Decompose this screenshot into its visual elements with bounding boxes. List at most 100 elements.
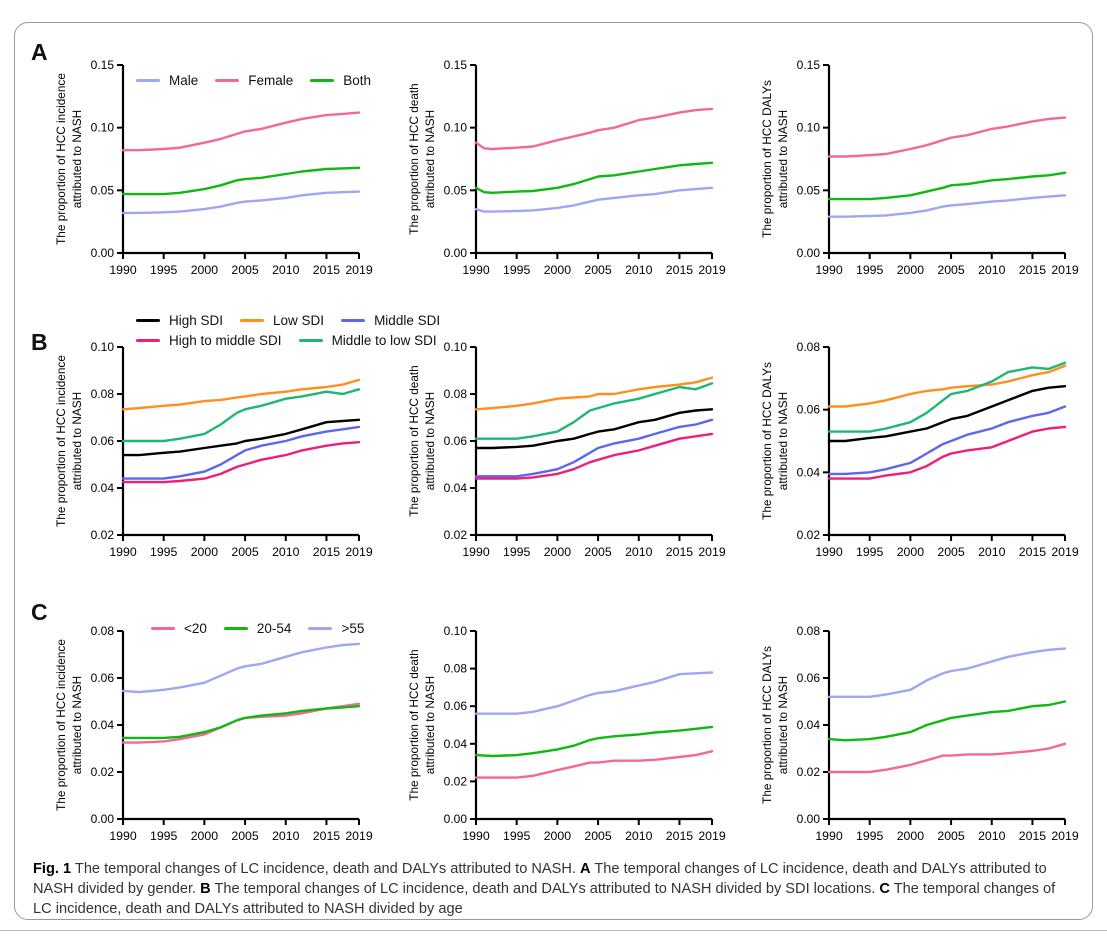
x-tick-label: 1995 xyxy=(503,545,531,559)
panel-a-row: The proportion of HCC incidence attribute… xyxy=(23,37,1089,304)
legend-line-swatch xyxy=(308,627,333,630)
x-tick-label: 2019 xyxy=(345,545,373,559)
x-tick-label: 2010 xyxy=(272,263,300,277)
series-line--55 xyxy=(121,642,361,694)
y-tick-label: 0.02 xyxy=(91,528,115,542)
x-tick-label: 1990 xyxy=(815,263,843,277)
chart-hcc-dalys-by-sdi: The proportion of HCC DALYs attributed to… xyxy=(729,297,1082,586)
x-tick-label: 1990 xyxy=(462,829,490,843)
legend-label: High SDI xyxy=(169,313,224,328)
y-axis-label: attributed to NASH xyxy=(776,392,790,490)
figure-caption: Fig. 1 The temporal changes of LC incide… xyxy=(33,859,1070,919)
figure-border-box: A B C The proportion of HCC incidence att… xyxy=(14,22,1093,920)
x-tick-label: 2015 xyxy=(666,829,694,843)
series-line-female xyxy=(474,107,714,151)
series-line-male xyxy=(827,194,1067,218)
legend-item: High to middle SDI xyxy=(136,333,282,348)
y-tick-label: 0.06 xyxy=(797,671,821,685)
x-tick-label: 1990 xyxy=(462,545,490,559)
x-tick-label: 2019 xyxy=(1051,263,1079,277)
series-line-low-sdi xyxy=(474,376,714,411)
caption-text-segment: The temporal changes of LC incidence, de… xyxy=(71,861,581,877)
x-tick-label: 1990 xyxy=(109,829,137,843)
x-tick-label: 1990 xyxy=(109,263,137,277)
x-tick-label: 2010 xyxy=(978,263,1006,277)
y-tick-label: 0.04 xyxy=(91,481,115,495)
x-tick-label: 2010 xyxy=(978,829,1006,843)
x-tick-label: 2000 xyxy=(897,545,925,559)
y-tick-label: 0.04 xyxy=(797,718,821,732)
series-line-middle-sdi xyxy=(474,418,714,478)
legend-line-swatch xyxy=(151,627,175,630)
legend-label: Female xyxy=(248,73,294,88)
series-line-20-54 xyxy=(121,704,361,740)
series-line-middle-sdi xyxy=(121,425,361,480)
legend-line-swatch xyxy=(240,319,265,322)
caption-bold-segment: Fig. 1 xyxy=(33,861,72,877)
legend-line-swatch xyxy=(223,627,248,630)
y-axis-label: attributed to NASH xyxy=(70,676,84,774)
legend-label: >55 xyxy=(341,621,365,636)
x-tick-label: 1995 xyxy=(856,263,884,277)
series-line-low-sdi xyxy=(827,364,1067,408)
series-line--55 xyxy=(827,647,1067,699)
y-tick-label: 0.02 xyxy=(444,528,468,542)
line-chart-canvas: The proportion of HCC incidence attribute… xyxy=(54,340,373,559)
y-tick-label: 0.00 xyxy=(797,812,821,826)
legend-row: Male Female Both xyxy=(136,73,371,88)
line-chart-canvas: The proportion of HCC DALYs attributed to… xyxy=(760,624,1079,843)
x-tick-label: 2005 xyxy=(584,545,612,559)
legend-line-swatch xyxy=(310,79,335,82)
x-tick-label: 2000 xyxy=(191,263,219,277)
x-tick-label: 2010 xyxy=(625,545,653,559)
series-line--20 xyxy=(474,750,714,779)
series-line-high-to-middle-sdi xyxy=(827,425,1067,480)
legend-label: 20-54 xyxy=(256,621,292,636)
y-axis-label: The proportion of HCC death xyxy=(407,365,421,516)
legend-line-swatch xyxy=(298,339,323,342)
panel-label-b: B xyxy=(31,329,49,355)
y-tick-label: 0.08 xyxy=(797,340,821,354)
y-axis-label: attributed to NASH xyxy=(70,392,84,490)
x-tick-label: 2000 xyxy=(544,263,572,277)
legend-item: Both xyxy=(310,73,371,88)
y-tick-label: 0.10 xyxy=(444,624,468,638)
series-line-female xyxy=(121,111,361,152)
y-tick-label: 0.08 xyxy=(444,387,468,401)
caption-text-segment: The temporal changes of LC incidence, de… xyxy=(33,861,1047,898)
x-tick-label: 2010 xyxy=(625,829,653,843)
panel-c-row: The proportion of HCC incidence attribute… xyxy=(23,581,1089,870)
y-tick-label: 0.02 xyxy=(797,528,821,542)
series-line-middle-to-low-sdi xyxy=(827,361,1067,433)
x-tick-label: 2015 xyxy=(313,829,341,843)
series-line-middle-to-low-sdi xyxy=(474,382,714,440)
y-axis-label: The proportion of HCC DALYs xyxy=(760,80,774,238)
y-axis-label: attributed to NASH xyxy=(423,676,437,774)
legend-item: <20 xyxy=(151,621,207,636)
caption-text-segment: The temporal changes of LC incidence, de… xyxy=(210,881,880,898)
x-tick-label: 1995 xyxy=(150,829,178,843)
x-tick-label: 1990 xyxy=(109,545,137,559)
x-tick-label: 2019 xyxy=(1051,829,1079,843)
legend-line-swatch xyxy=(136,319,160,322)
legend-label: <20 xyxy=(184,621,207,636)
x-tick-label: 2000 xyxy=(191,829,219,843)
series-line--55 xyxy=(474,671,714,715)
line-chart-canvas: The proportion of HCC DALYs attributed to… xyxy=(760,340,1079,559)
x-tick-label: 2005 xyxy=(937,263,965,277)
series-line-low-sdi xyxy=(121,378,361,411)
legend-sdi: High SDI Low SDI Middle SDI High to middle … xyxy=(136,313,440,348)
y-tick-label: 0.04 xyxy=(797,465,821,479)
y-tick-label: 0.00 xyxy=(444,812,468,826)
x-tick-label: 2015 xyxy=(666,263,694,277)
x-tick-label: 1990 xyxy=(815,829,843,843)
legend-line-swatch xyxy=(341,319,366,322)
legend-line-swatch xyxy=(215,79,240,82)
chart-hcc-dalys-by-gender: The proportion of HCC DALYs attributed to… xyxy=(729,37,1082,304)
series-line-male xyxy=(474,186,714,213)
legend-label: Both xyxy=(343,73,372,88)
y-axis-label: The proportion of HCC death xyxy=(407,83,421,234)
x-tick-label: 2010 xyxy=(272,829,300,843)
x-tick-label: 2000 xyxy=(544,545,572,559)
x-tick-label: 2015 xyxy=(1019,829,1047,843)
